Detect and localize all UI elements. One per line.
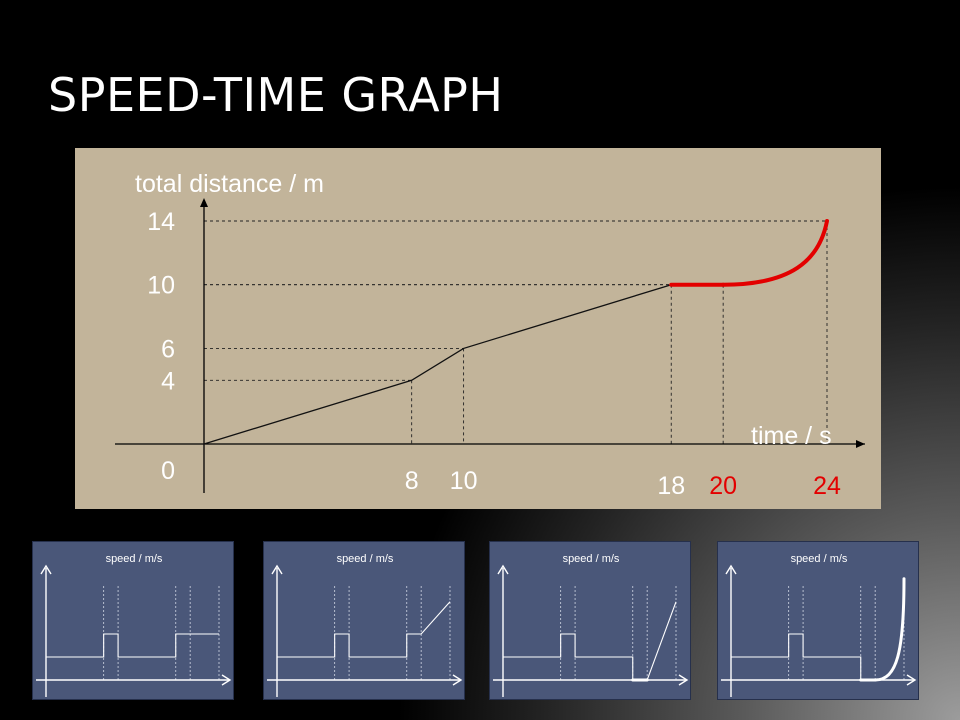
- thumb-x-arrow-icon: [678, 674, 689, 686]
- y-axis-title: total distance / m: [135, 170, 324, 198]
- slide-title: SPEED-TIME GRAPH: [48, 68, 504, 122]
- x-tick-label-8: 8: [405, 467, 419, 495]
- y-tick-label-6: 6: [161, 335, 175, 363]
- series-line-0-18: [203, 284, 672, 445]
- thumb-y-label: speed / m/s: [791, 553, 848, 565]
- x-tick-label-10: 10: [450, 467, 478, 495]
- x-tick-label-20: 20: [709, 472, 737, 500]
- speed-time-option-2[interactable]: speed / m/s: [263, 541, 465, 700]
- thumb-y-arrow-icon: [271, 564, 283, 575]
- distance-time-chart-svg: total distance / m time / s 0 4 6 10 14 8 10 18 20…: [115, 170, 865, 500]
- thumb-speed-line: [46, 633, 219, 658]
- thumb-y-arrow-icon: [497, 564, 509, 575]
- y-tick-label-0: 0: [161, 457, 175, 485]
- thumb-emphasis-segment-1: [873, 577, 906, 682]
- thumb-speed-line: [731, 578, 905, 681]
- thumb-x-arrow-icon: [221, 674, 232, 686]
- thumb-x-arrow-icon: [906, 674, 917, 686]
- speed-time-option-2-svg: speed / m/s: [267, 553, 463, 697]
- thumb-speed-line: [277, 601, 451, 658]
- y-tick-label-14: 14: [147, 208, 175, 236]
- thumb-y-arrow-icon: [725, 564, 737, 575]
- x-axis-title: time / s: [751, 422, 832, 450]
- distance-time-chart: total distance / m time / s 0 4 6 10 14 8 10 18 20…: [75, 148, 881, 509]
- thumb-y-label: speed / m/s: [563, 553, 620, 565]
- y-tick-label-4: 4: [161, 367, 175, 395]
- thumb-y-label: speed / m/s: [337, 553, 394, 565]
- speed-time-option-4-svg: speed / m/s: [721, 553, 917, 697]
- x-tick-label-24: 24: [813, 472, 841, 500]
- series-line-20-24: [721, 219, 829, 287]
- y-axis-arrow-icon: [200, 198, 208, 207]
- thumb-x-arrow-icon: [452, 674, 463, 686]
- thumb-y-arrow-icon: [40, 564, 52, 575]
- y-tick-label-10: 10: [147, 272, 175, 300]
- speed-time-option-3[interactable]: speed / m/s: [489, 541, 691, 700]
- speed-time-option-3-svg: speed / m/s: [493, 553, 689, 697]
- speed-time-option-1[interactable]: speed / m/s: [32, 541, 234, 700]
- x-tick-label-18: 18: [657, 472, 685, 500]
- speed-time-option-1-svg: speed / m/s: [36, 553, 232, 697]
- thumb-y-label: speed / m/s: [106, 553, 163, 565]
- x-axis-arrow-icon: [856, 440, 865, 448]
- speed-time-option-4[interactable]: speed / m/s: [717, 541, 919, 700]
- thumb-speed-line: [503, 601, 677, 681]
